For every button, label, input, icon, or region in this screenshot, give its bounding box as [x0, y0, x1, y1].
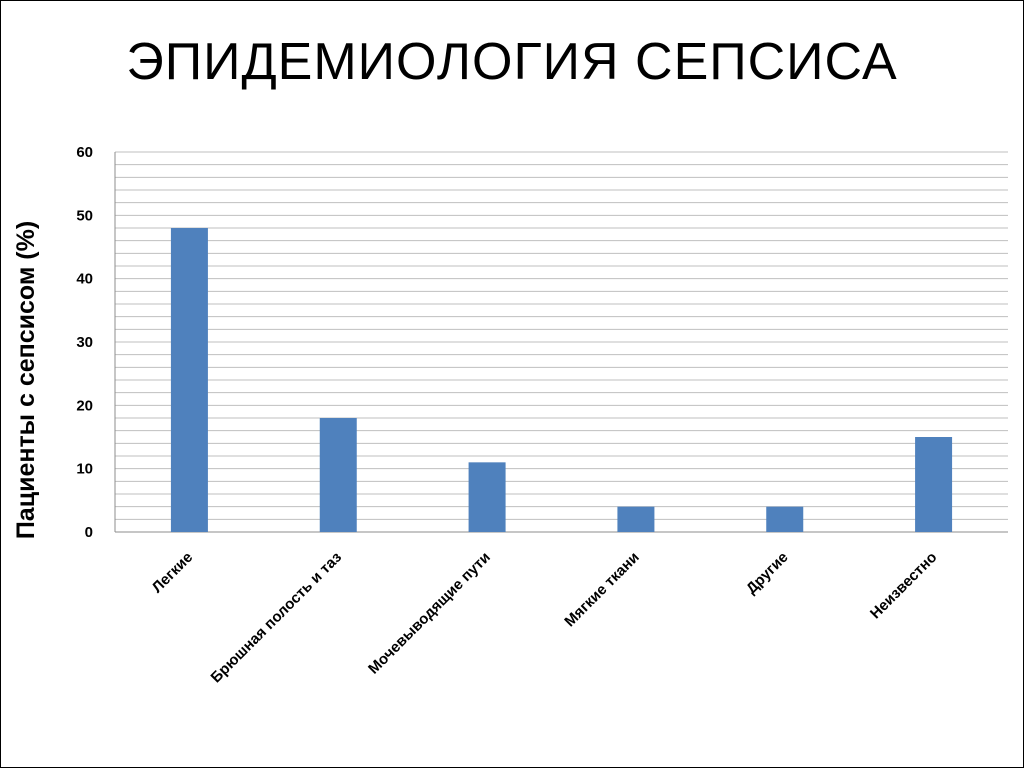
y-tick-label: 0 [85, 524, 93, 541]
bar [915, 437, 953, 532]
bar [617, 506, 655, 532]
category-labels: Легкие Брюшная полость и таз Мочевыводящие… [149, 549, 941, 687]
y-tick-label: 40 [76, 271, 93, 288]
x-category-label: Неизвестно [867, 549, 940, 622]
x-category-label: Брюшная полость и таз [208, 549, 346, 687]
y-tick-labels: 0 10 20 30 40 50 60 [76, 144, 93, 541]
x-category-label: Другие [743, 549, 792, 598]
y-tick-label: 50 [76, 207, 93, 224]
y-axis-title: Пациенты с сепсисом (%) [12, 221, 40, 539]
y-tick-label: 20 [76, 397, 93, 414]
slide-title: ЭПИДЕМИОЛОГИЯ СЕПСИСА [126, 33, 898, 91]
bar [468, 462, 506, 532]
gridlines [115, 151, 1008, 520]
y-tick-label: 30 [76, 334, 93, 351]
x-category-label: Мягкие ткани [561, 549, 642, 630]
x-category-label: Легкие [149, 549, 197, 597]
y-tick-label: 60 [76, 144, 93, 161]
bar [170, 228, 208, 532]
bar [766, 506, 804, 532]
y-tick-label: 10 [76, 461, 93, 478]
bar [319, 418, 357, 532]
bars [170, 228, 953, 532]
x-category-label: Мочевыводящие пути [365, 549, 494, 678]
